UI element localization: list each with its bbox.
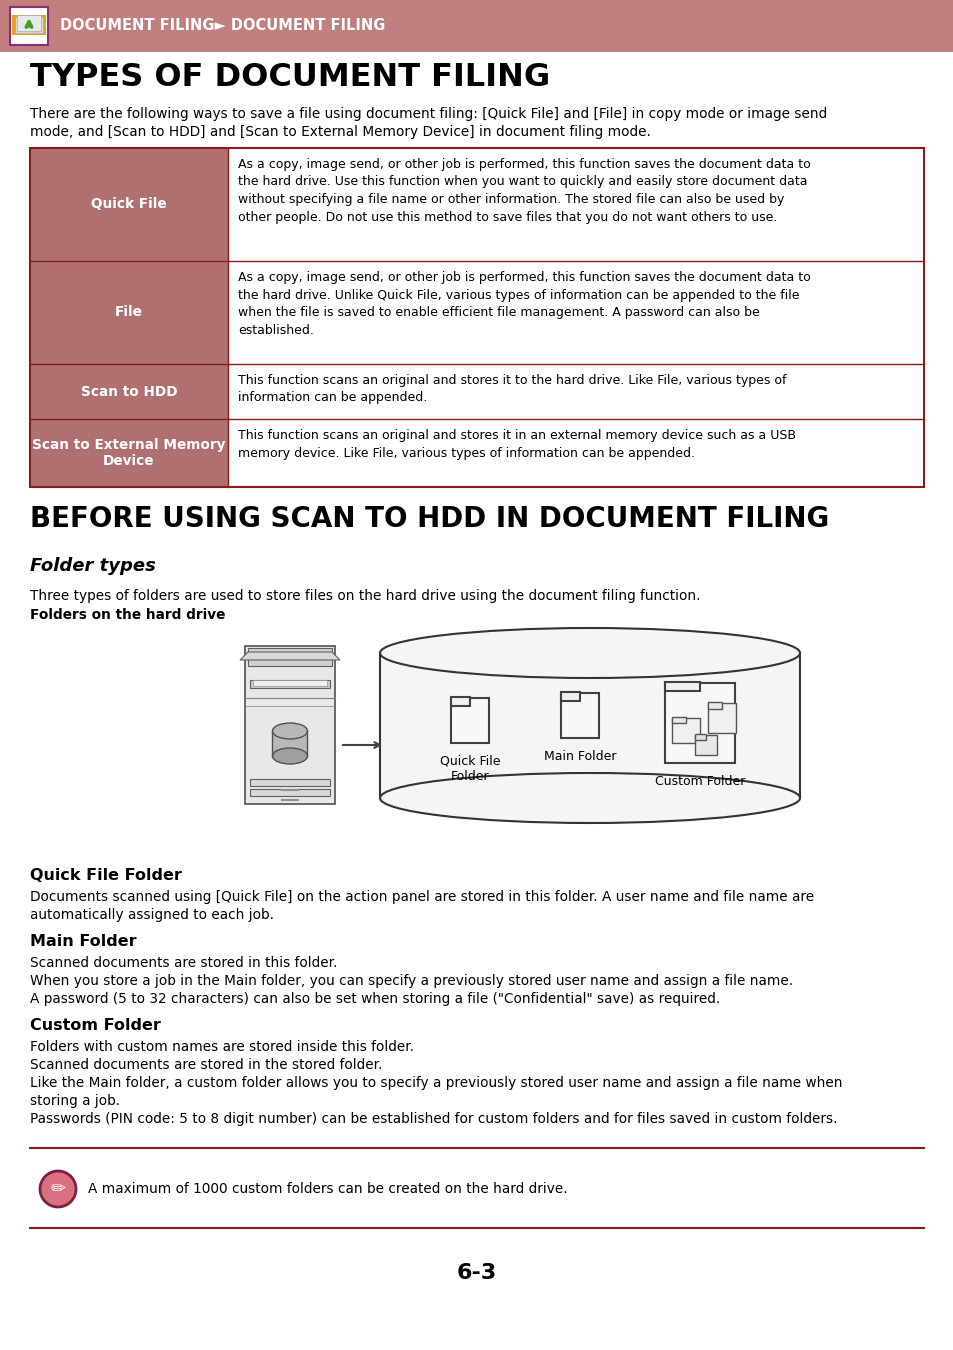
Text: mode, and [Scan to HDD] and [Scan to External Memory Device] in document filing : mode, and [Scan to HDD] and [Scan to Ext… <box>30 126 650 139</box>
Bar <box>707 703 735 733</box>
Text: when the file is saved to enable efficient file management. A password can also : when the file is saved to enable efficie… <box>237 306 759 319</box>
Bar <box>664 683 734 763</box>
Bar <box>248 648 332 666</box>
Text: Folders with custom names are stored inside this folder.: Folders with custom names are stored ins… <box>30 1040 414 1054</box>
Bar <box>451 697 470 706</box>
Text: Folders on the hard drive: Folders on the hard drive <box>30 608 225 622</box>
Text: A password (5 to 32 characters) can also be set when storing a file ("Confidenti: A password (5 to 32 characters) can also… <box>30 992 720 1006</box>
Text: memory device. Like File, various types of information can be appended.: memory device. Like File, various types … <box>237 447 695 459</box>
Bar <box>228 364 923 418</box>
Text: Folder types: Folder types <box>30 558 155 575</box>
Text: As a copy, image send, or other job is performed, this function saves the docume: As a copy, image send, or other job is p… <box>237 271 810 284</box>
Text: without specifying a file name or other information. The stored file can also be: without specifying a file name or other … <box>237 193 783 207</box>
Text: Documents scanned using [Quick File] on the action panel are stored in this fold: Documents scanned using [Quick File] on … <box>30 890 813 905</box>
Text: There are the following ways to save a file using document filing: [Quick File] : There are the following ways to save a f… <box>30 107 826 122</box>
Text: Three types of folders are used to store files on the hard drive using the docum: Three types of folders are used to store… <box>30 589 700 603</box>
Text: TYPES OF DOCUMENT FILING: TYPES OF DOCUMENT FILING <box>30 62 550 93</box>
Text: As a copy, image send, or other job is performed, this function saves the docume: As a copy, image send, or other job is p… <box>237 158 810 171</box>
Bar <box>695 734 717 755</box>
Text: information can be appended.: information can be appended. <box>237 392 427 405</box>
Bar <box>30 261 228 364</box>
Text: established.: established. <box>237 324 314 336</box>
Ellipse shape <box>273 748 307 764</box>
Bar <box>228 261 923 364</box>
Text: Like the Main folder, a custom folder allows you to specify a previously stored : Like the Main folder, a custom folder al… <box>30 1076 841 1089</box>
Text: other people. Do not use this method to save files that you do not want others t: other people. Do not use this method to … <box>237 211 777 224</box>
Bar <box>228 148 923 261</box>
Text: When you store a job in the Main folder, you can specify a previously stored use: When you store a job in the Main folder,… <box>30 973 792 988</box>
Bar <box>695 734 705 740</box>
Text: Quick File Folder: Quick File Folder <box>30 868 182 883</box>
Bar <box>560 693 579 701</box>
Text: DOCUMENT FILING► DOCUMENT FILING: DOCUMENT FILING► DOCUMENT FILING <box>60 19 385 34</box>
Bar <box>30 418 228 487</box>
Bar <box>10 7 48 45</box>
Ellipse shape <box>273 724 307 738</box>
Bar <box>707 702 721 709</box>
Text: the hard drive. Use this function when you want to quickly and easily store docu: the hard drive. Use this function when y… <box>237 176 806 189</box>
Text: File: File <box>115 305 143 320</box>
Text: BEFORE USING SCAN TO HDD IN DOCUMENT FILING: BEFORE USING SCAN TO HDD IN DOCUMENT FIL… <box>30 505 828 533</box>
Text: Custom Folder: Custom Folder <box>654 775 744 788</box>
Text: This function scans an original and stores it to the hard drive. Like File, vari: This function scans an original and stor… <box>237 374 785 387</box>
Bar <box>12 23 29 28</box>
Text: Scan to External Memory
Device: Scan to External Memory Device <box>32 437 226 468</box>
Bar <box>30 148 228 261</box>
Bar <box>12 15 46 35</box>
Text: Scanned documents are stored in this folder.: Scanned documents are stored in this fol… <box>30 956 337 971</box>
Text: Quick File
Folder: Quick File Folder <box>439 755 499 783</box>
Bar <box>451 698 489 743</box>
Text: storing a job.: storing a job. <box>30 1094 120 1108</box>
Bar <box>0 0 953 53</box>
Bar <box>379 653 800 798</box>
Bar <box>250 779 330 786</box>
Text: automatically assigned to each job.: automatically assigned to each job. <box>30 909 274 922</box>
Bar <box>560 693 598 738</box>
Text: Passwords (PIN code: 5 to 8 digit number) can be established for custom folders : Passwords (PIN code: 5 to 8 digit number… <box>30 1112 837 1126</box>
Bar <box>250 680 330 688</box>
Text: 6-3: 6-3 <box>456 1264 497 1282</box>
Bar <box>30 364 228 418</box>
Bar <box>250 788 330 796</box>
Text: Scan to HDD: Scan to HDD <box>81 385 177 398</box>
Bar <box>253 680 327 686</box>
Text: Quick File: Quick File <box>91 197 167 212</box>
Text: the hard drive. Unlike Quick File, various types of information can be appended : the hard drive. Unlike Quick File, vario… <box>237 289 799 301</box>
Text: ✏: ✏ <box>51 1180 66 1197</box>
Polygon shape <box>240 652 339 660</box>
Bar <box>671 718 700 743</box>
Text: Scanned documents are stored in the stored folder.: Scanned documents are stored in the stor… <box>30 1058 382 1072</box>
Bar <box>664 682 700 691</box>
Bar <box>273 730 307 756</box>
Ellipse shape <box>379 628 800 678</box>
Text: Main Folder: Main Folder <box>543 751 616 763</box>
Ellipse shape <box>379 774 800 824</box>
Bar <box>17 15 41 31</box>
Bar <box>228 418 923 487</box>
Text: Custom Folder: Custom Folder <box>30 1018 161 1033</box>
Bar <box>671 717 685 724</box>
Text: Main Folder: Main Folder <box>30 934 136 949</box>
Bar <box>245 647 335 805</box>
Circle shape <box>40 1170 76 1207</box>
Text: A maximum of 1000 custom folders can be created on the hard drive.: A maximum of 1000 custom folders can be … <box>88 1183 567 1196</box>
Bar <box>15 18 43 32</box>
Bar <box>30 148 923 487</box>
Text: This function scans an original and stores it in an external memory device such : This function scans an original and stor… <box>237 429 795 441</box>
